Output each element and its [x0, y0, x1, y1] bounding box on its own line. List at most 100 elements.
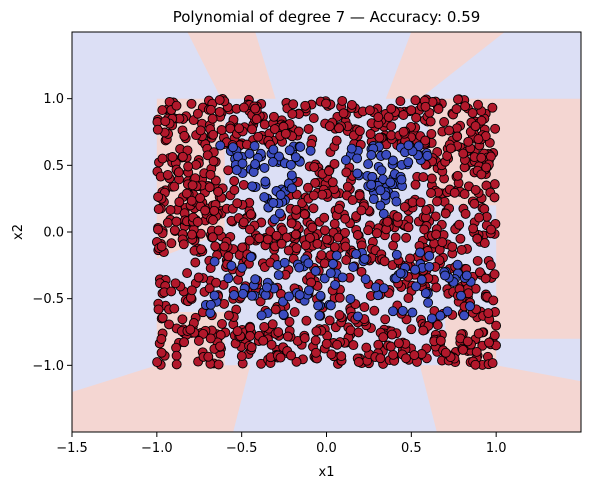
point-class-0-499 — [485, 260, 496, 271]
point-class-1-47 — [397, 305, 408, 316]
point-class-1-40 — [273, 270, 284, 281]
point-class-1-74 — [352, 153, 363, 164]
point-class-0-976 — [282, 331, 293, 342]
point-class-0-1250 — [356, 205, 367, 216]
point-class-1-119 — [452, 259, 463, 270]
point-class-0-940 — [291, 204, 302, 215]
point-class-0-1204 — [425, 116, 436, 127]
point-class-0-493 — [411, 112, 422, 123]
point-class-1-126 — [435, 310, 446, 321]
point-class-1-211 — [261, 282, 272, 293]
point-class-0-1219 — [259, 321, 270, 332]
point-class-1-43 — [205, 308, 216, 318]
x-tick-label-4: 0.5 — [401, 441, 422, 456]
point-class-1-226 — [375, 185, 386, 196]
point-class-0-1257 — [445, 143, 456, 154]
point-class-1-198 — [366, 179, 377, 190]
point-class-0-226 — [487, 102, 498, 113]
point-class-0-1153 — [329, 242, 340, 253]
point-class-0-559 — [157, 312, 168, 323]
point-class-0-1146 — [338, 108, 349, 119]
point-class-0-971 — [363, 225, 374, 236]
point-class-1-82 — [313, 300, 324, 311]
point-class-0-1143 — [353, 357, 364, 367]
point-class-0-807 — [485, 151, 496, 162]
point-class-1-156 — [260, 176, 271, 187]
point-class-0-968 — [303, 182, 313, 193]
point-class-0-981 — [334, 292, 345, 303]
point-class-0-1026 — [208, 156, 219, 167]
point-class-0-1064 — [250, 103, 261, 114]
point-class-0-199 — [319, 212, 330, 223]
point-class-0-643 — [319, 258, 330, 269]
point-class-0-1193 — [204, 283, 215, 294]
point-class-0-587 — [165, 205, 176, 215]
chart-title: Polynomial of degree 7 — Accuracy: 0.59 — [173, 8, 481, 26]
point-class-1-200 — [422, 150, 433, 161]
point-class-0-1195 — [382, 216, 393, 227]
point-class-0-1036 — [245, 322, 256, 333]
point-class-0-1235 — [271, 230, 282, 241]
point-class-1-210 — [268, 144, 279, 155]
point-class-1-135 — [351, 249, 361, 260]
point-class-1-105 — [315, 290, 326, 301]
point-class-1-217 — [245, 252, 256, 263]
point-class-0-1263 — [192, 108, 203, 119]
point-class-0-1170 — [473, 134, 484, 145]
x-tick-label-2: −0.5 — [226, 441, 258, 456]
point-class-0-929 — [232, 198, 243, 209]
point-class-0-950 — [341, 255, 352, 266]
y-tick-label-0: −1.0 — [32, 359, 64, 374]
point-class-0-1158 — [156, 241, 167, 252]
point-class-0-793 — [156, 347, 167, 358]
point-class-0-798 — [347, 195, 358, 206]
point-class-1-113 — [284, 291, 294, 302]
point-class-0-1210 — [336, 351, 347, 362]
point-class-0-987 — [321, 338, 332, 349]
point-class-0-1185 — [308, 190, 319, 201]
point-class-0-1020 — [170, 278, 181, 289]
point-class-1-173 — [274, 151, 284, 162]
point-class-0-310 — [455, 233, 466, 244]
point-class-1-49 — [416, 274, 427, 285]
point-class-0-951 — [421, 205, 432, 216]
point-class-1-220 — [215, 140, 226, 151]
point-class-0-1248 — [472, 255, 483, 266]
point-class-0-1169 — [232, 326, 243, 337]
point-class-0-1240 — [286, 218, 297, 229]
point-class-1-223 — [426, 313, 437, 324]
point-class-0-1166 — [387, 329, 397, 340]
point-class-0-687 — [245, 209, 256, 220]
point-class-0-1228 — [474, 212, 485, 223]
point-class-0-1238 — [286, 350, 297, 361]
point-class-0-1229 — [186, 285, 197, 296]
point-class-0-1011 — [418, 172, 429, 183]
point-class-0-930 — [152, 124, 163, 135]
point-class-1-21 — [459, 310, 470, 321]
point-class-0-1200 — [182, 268, 193, 279]
point-class-0-868 — [273, 327, 284, 338]
point-class-0-1088 — [209, 205, 220, 216]
y-tick-label-1: −0.5 — [32, 292, 64, 307]
point-class-1-146 — [229, 290, 239, 301]
point-class-1-190 — [378, 283, 389, 294]
point-class-1-89 — [259, 192, 270, 203]
point-class-0-1149 — [276, 238, 287, 249]
point-class-0-935 — [486, 224, 496, 235]
point-class-0-1050 — [406, 105, 417, 116]
point-class-0-1190 — [208, 129, 219, 140]
point-class-0-1016 — [410, 179, 421, 190]
point-class-0-672 — [437, 237, 448, 248]
point-class-1-67 — [352, 311, 363, 322]
point-class-0-963 — [207, 113, 218, 124]
point-class-0-1123 — [321, 234, 332, 245]
point-class-0-1051 — [470, 184, 481, 195]
point-class-0-336 — [244, 224, 255, 235]
point-class-0-1083 — [405, 253, 415, 264]
point-class-0-870 — [174, 197, 185, 207]
point-class-0-1247 — [236, 351, 247, 362]
point-class-0-326 — [229, 185, 240, 195]
point-class-0-1114 — [346, 99, 357, 110]
point-class-0-1243 — [398, 126, 409, 137]
point-class-0-1150 — [399, 201, 410, 212]
